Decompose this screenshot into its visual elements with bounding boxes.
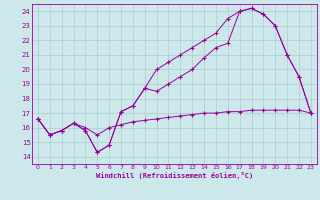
X-axis label: Windchill (Refroidissement éolien,°C): Windchill (Refroidissement éolien,°C) bbox=[96, 172, 253, 179]
